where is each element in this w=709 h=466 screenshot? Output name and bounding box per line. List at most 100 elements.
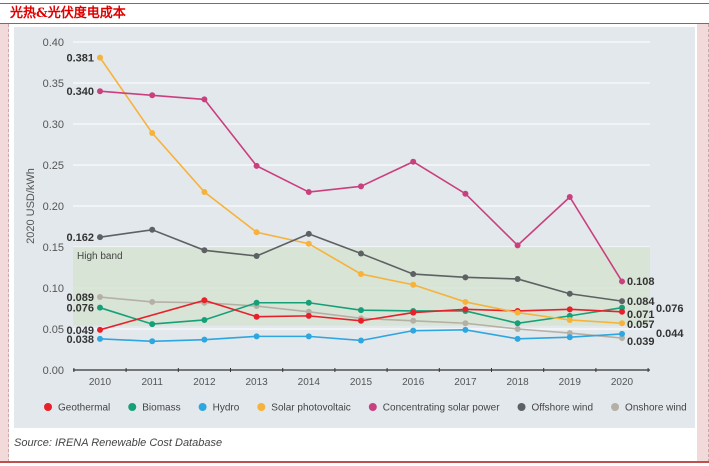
data-point [305,240,312,247]
x-tick-label: 2011 [141,377,163,388]
legend-marker [611,403,620,411]
data-point [149,226,156,233]
y-tick-label: 0.20 [43,201,64,213]
y-tick-label: 0.30 [43,119,64,131]
data-point [566,334,573,341]
data-point [514,320,521,327]
data-point [97,294,103,301]
start-value-label: 0.162 [66,232,94,244]
x-axis: 2010 2011 2012 2013 2014 2015 2016 2017 2018 2019… [73,368,650,388]
data-point [514,275,521,282]
legend-item: Biomass [128,403,181,414]
x-tick-label: 2012 [193,377,216,388]
data-point [305,230,312,237]
data-point [514,242,521,249]
end-value-label: 0.071 [627,309,655,321]
y-tick-label: 0.40 [43,37,64,49]
data-point [358,337,364,344]
legend-label: Onshore wind [625,403,687,414]
data-point [305,308,312,315]
data-point [97,335,103,342]
data-point [566,330,573,337]
data-point [619,330,625,337]
data-point [149,298,156,305]
left-margin [0,24,9,462]
data-point [97,326,103,333]
data-point [462,326,469,333]
data-point [97,304,103,311]
data-point [514,335,521,342]
end-value-label: 0.108 [627,276,655,288]
data-point [619,298,625,305]
data-point [97,54,103,61]
x-tick-label: 2018 [506,377,529,388]
legend-marker [44,403,52,411]
legend-marker [368,403,377,411]
data-point [253,313,260,320]
y-axis-label: 2020 USD/kWh [25,168,37,244]
legend-label: Solar photovoltaic [271,403,351,414]
data-point [410,317,417,324]
data-labels: 0.049 0.076 0.038 0.381 0.340 0.162 0.089 0.071… [66,53,684,348]
data-point [566,312,573,319]
data-point [619,278,625,285]
legend-item: Geothermal [44,403,110,414]
legend-label: Geothermal [58,403,110,414]
legend-label: Concentrating solar power [383,403,500,414]
data-point [619,308,625,315]
data-point [149,338,156,345]
series-lines [97,54,625,345]
data-point [358,271,364,278]
data-point [149,92,156,99]
data-point [410,309,417,316]
legend-item: Offshore wind [517,403,594,414]
end-value-label: 0.044 [656,328,684,340]
start-value-label: 0.038 [66,334,94,346]
end-value-label: 0.039 [627,336,655,348]
series-hydro [97,326,625,345]
y-tick-label: 0.35 [43,78,64,90]
data-point [566,306,573,313]
legend-item: Hydro [198,403,240,414]
data-point [566,316,573,323]
y-axis: 0.00 0.05 0.10 0.15 0.20 0.25 0.30 0.35 0.40 [43,37,64,377]
start-value-label: 0.049 [66,325,94,337]
data-point [201,247,208,254]
series-offshore-wind [97,226,625,305]
y-tick-label: 0.05 [43,324,64,336]
legend-label: Offshore wind [532,403,594,414]
y-tick-label: 0.10 [43,283,64,295]
data-point [97,234,103,241]
x-tick-label: 2016 [402,377,425,388]
x-tick-label: 2017 [454,377,477,388]
data-point [253,299,260,306]
data-point [305,299,312,306]
source-note: Source: IRENA Renewable Cost Database [14,437,223,449]
x-tick-label: 2013 [245,377,268,388]
data-point [253,229,260,236]
data-point [305,333,312,340]
data-point [514,326,521,332]
start-value-label: 0.089 [66,292,94,304]
y-tick-label: 0.00 [43,365,64,377]
series-solar-photovoltaic [97,54,625,327]
legend-marker [198,403,207,411]
end-value-label: 0.057 [627,319,655,331]
legend-item: Concentrating solar power [368,403,500,414]
data-point [462,320,469,327]
legend-marker [128,403,137,411]
x-tick-label: 2014 [298,377,321,388]
y-tick-label: 0.25 [43,160,64,172]
title-bar: 光热&光伏度电成本 [0,3,709,24]
x-tick-label: 2020 [611,377,634,388]
x-tick-label: 2010 [89,377,112,388]
legend-item: Solar photovoltaic [257,403,351,414]
data-point [462,190,469,197]
data-point [149,130,156,137]
start-value-label: 0.340 [66,86,94,98]
data-point [358,317,364,324]
data-point [97,88,103,95]
data-point [410,327,417,334]
data-point [462,306,469,313]
